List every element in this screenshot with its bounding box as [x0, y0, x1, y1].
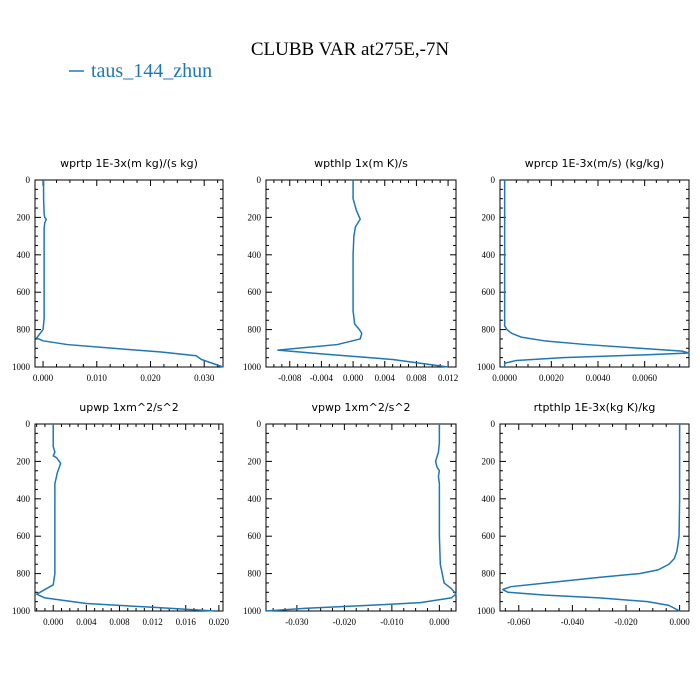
panel-title: wpthlp 1x(m K)/s — [314, 157, 408, 170]
x-tick-label: -0.010 — [380, 617, 404, 627]
panel-title: wprcp 1E-3x(m/s) (kg/kg) — [525, 157, 664, 170]
y-tick-label: 600 — [482, 531, 496, 541]
x-tick-label: 0.012 — [438, 373, 458, 383]
y-tick-label: 600 — [248, 531, 262, 541]
y-tick-label: 400 — [248, 494, 262, 504]
x-tick-label: 0.008 — [406, 373, 427, 383]
x-tick-label: 0.000 — [429, 617, 450, 627]
y-tick-label: 400 — [248, 250, 262, 260]
y-tick-label: 1000 — [477, 606, 496, 616]
panel-title: wprtp 1E-3x(m kg)/(s kg) — [60, 157, 198, 170]
x-tick-label: 0.0000 — [492, 373, 517, 383]
y-tick-label: 600 — [248, 287, 262, 297]
y-tick-label: 0 — [491, 175, 496, 185]
profile-line — [35, 180, 224, 368]
x-tick-label: -0.004 — [310, 373, 334, 383]
x-tick-label: -0.020 — [614, 617, 638, 627]
x-tick-label: 0.020 — [140, 373, 161, 383]
panel-3: wprcp 1E-3x(m/s) (kg/kg) 0 200 400 600 800 100… — [477, 157, 690, 383]
legend: taus_144_zhun — [69, 60, 212, 82]
y-tick-label: 0 — [491, 419, 496, 429]
profile-line — [277, 180, 449, 368]
profile-line — [501, 424, 681, 612]
x-tick-label: -0.008 — [278, 373, 302, 383]
x-tick-label: 0.020 — [209, 617, 230, 627]
x-tick-label: 0.016 — [176, 617, 197, 627]
y-tick-label: 600 — [17, 531, 31, 541]
y-tick-label: 400 — [482, 250, 496, 260]
y-tick-label: 800 — [248, 569, 262, 579]
y-tick-label: 600 — [17, 287, 31, 297]
y-tick-label: 1000 — [12, 362, 31, 372]
profile-line — [503, 180, 690, 367]
plot-frame — [265, 179, 457, 368]
y-tick-label: 800 — [482, 325, 496, 335]
y-tick-label: 1000 — [243, 606, 262, 616]
plot-frame — [265, 423, 457, 612]
y-tick-label: 0 — [257, 175, 262, 185]
x-tick-label: -0.020 — [333, 617, 357, 627]
x-tick-label: 0.010 — [87, 373, 108, 383]
panel-title: upwp 1xm^2/s^2 — [79, 401, 179, 414]
profile-line — [265, 424, 457, 612]
y-tick-label: 200 — [248, 456, 262, 466]
x-tick-label: 0.004 — [76, 617, 97, 627]
y-tick-label: 200 — [248, 212, 262, 222]
panel-title: vpwp 1xm^2/s^2 — [311, 401, 410, 414]
panel-4: upwp 1xm^2/s^2 0 200 400 600 800 1000 0.000 0.00… — [12, 401, 229, 627]
x-tick-label: 0.030 — [194, 373, 215, 383]
y-tick-label: 1000 — [477, 362, 496, 372]
panel-title: rtpthlp 1E-3x(kg K)/kg — [534, 401, 656, 414]
y-tick-label: 800 — [482, 569, 496, 579]
y-tick-label: 0 — [26, 419, 31, 429]
panel-6: rtpthlp 1E-3x(kg K)/kg 0 200 400 600 800 1000 -… — [477, 401, 690, 627]
y-tick-label: 600 — [482, 287, 496, 297]
y-tick-label: 0 — [257, 419, 262, 429]
y-tick-label: 200 — [482, 456, 496, 466]
panel-5: vpwp 1xm^2/s^2 0 200 400 600 800 1000 -0.030 -0.… — [243, 401, 457, 627]
x-tick-label: 0.000 — [33, 373, 54, 383]
x-tick-label: 0.000 — [43, 617, 64, 627]
figure-title: CLUBB VAR at275E,-7N — [251, 39, 450, 60]
x-tick-label: 0.0020 — [539, 373, 564, 383]
x-tick-label: -0.030 — [285, 617, 309, 627]
y-tick-label: 1000 — [243, 362, 262, 372]
y-tick-label: 200 — [482, 212, 496, 222]
panel-1: wprtp 1E-3x(m kg)/(s kg) 0 200 400 600 800 100… — [12, 157, 224, 383]
y-tick-label: 800 — [248, 325, 262, 335]
y-tick-label: 1000 — [12, 606, 31, 616]
y-tick-label: 0 — [26, 175, 31, 185]
y-tick-label: 400 — [482, 494, 496, 504]
panels: wprtp 1E-3x(m kg)/(s kg) 0 200 400 600 800 100… — [12, 157, 690, 627]
panel-2: wpthlp 1x(m K)/s 0 200 400 600 800 1000 -0.008-… — [243, 157, 458, 383]
y-tick-label: 200 — [17, 212, 31, 222]
y-tick-label: 800 — [17, 569, 31, 579]
x-tick-label: -0.040 — [561, 617, 585, 627]
plot-frame — [34, 179, 224, 368]
y-tick-label: 200 — [17, 456, 31, 466]
x-tick-label: 0.0040 — [586, 373, 611, 383]
legend-label: taus_144_zhun — [91, 60, 212, 82]
plot-frame — [34, 423, 224, 612]
y-tick-label: 400 — [17, 250, 31, 260]
x-tick-label: 0.000 — [669, 617, 690, 627]
x-tick-label: 0.004 — [375, 373, 396, 383]
plot-frame — [499, 423, 690, 612]
x-tick-label: 0.012 — [142, 617, 162, 627]
y-tick-label: 400 — [17, 494, 31, 504]
x-tick-label: 0.008 — [109, 617, 130, 627]
x-tick-label: 0.000 — [343, 373, 364, 383]
x-tick-label: -0.060 — [507, 617, 531, 627]
profile-line — [35, 424, 215, 612]
y-tick-label: 800 — [17, 325, 31, 335]
x-tick-label: 0.0060 — [632, 373, 657, 383]
